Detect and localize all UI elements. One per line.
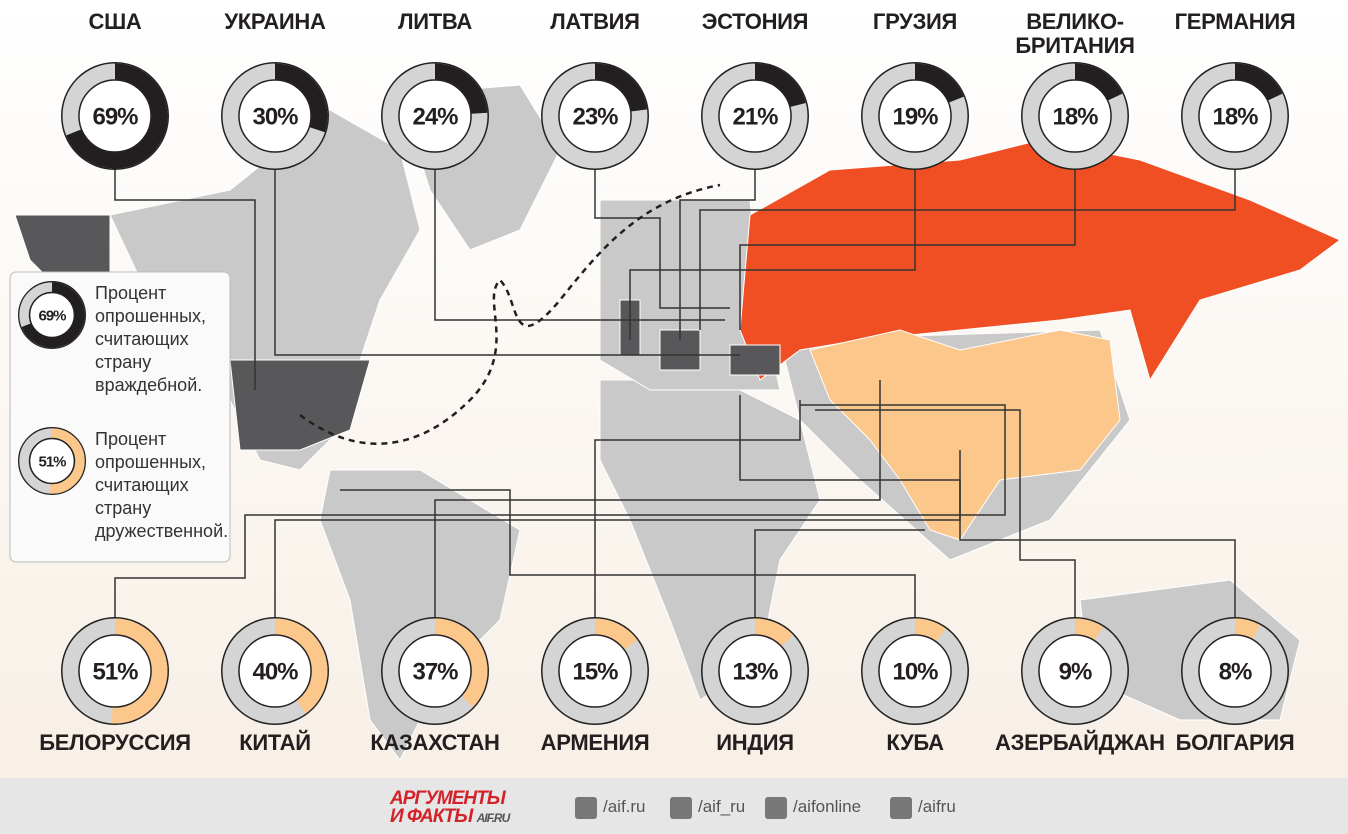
donut-hole (28, 437, 76, 485)
logo: АРГУМЕНТЫ И ФАКТЫ AIF.RU (390, 788, 511, 827)
donut-arc (754, 63, 806, 108)
donut-arc (434, 63, 488, 115)
donut-value: 9% (1059, 659, 1092, 686)
donut-value: 19% (892, 104, 938, 131)
social-icons (575, 797, 912, 819)
donut-arc (914, 618, 946, 642)
country-name: ИНДИЯ (716, 730, 794, 755)
donut-value: 51% (38, 453, 66, 470)
donut-arc (434, 618, 488, 707)
donut-hole (398, 634, 472, 708)
donut-value: 37% (412, 659, 458, 686)
donut-value: 8% (1219, 659, 1252, 686)
social-link[interactable]: /aifru (918, 797, 956, 816)
friendly-countries (809, 329, 1121, 541)
country-name: ВЕЛИКО-БРИТАНИЯ (1015, 9, 1135, 58)
country-name: БОЛГАРИЯ (1175, 730, 1295, 755)
donut-hole (558, 634, 632, 708)
donut-arc (754, 618, 794, 647)
country-name: ГЕРМАНИЯ (1174, 9, 1296, 34)
country-name: АЗЕРБАЙДЖАН (995, 730, 1165, 755)
donut-value: 21% (732, 104, 778, 131)
country-name: БЕЛОРУССИЯ (39, 730, 191, 755)
donut-hole (1198, 79, 1272, 153)
logo-site: AIF.RU (476, 811, 511, 825)
donut-value: 24% (412, 104, 458, 131)
donut-arc (274, 618, 328, 714)
donut-hole (398, 79, 472, 153)
missile-path (299, 183, 721, 445)
donut-hole (1038, 79, 1112, 153)
donut-hole (878, 634, 952, 708)
donut-arc (1074, 618, 1104, 641)
country-name: ЭСТОНИЯ (701, 9, 809, 34)
donut-arc (21, 282, 85, 348)
donut-value: 10% (892, 659, 938, 686)
social-link[interactable]: /aif.ru (603, 797, 646, 816)
social-link[interactable]: /aif_ru (698, 797, 746, 816)
social-link[interactable]: /aifonline (793, 797, 862, 816)
donut-value: 18% (1052, 104, 1098, 131)
donut-arc (1234, 618, 1261, 640)
country-name: ЛАТВИЯ (550, 9, 640, 34)
donut-hole (718, 634, 792, 708)
donut-hole (878, 79, 952, 153)
donut-hole (238, 634, 312, 708)
donut-hole (238, 79, 312, 153)
logo-top: АРГУМЕНТЫ (390, 788, 506, 809)
donut-value: 23% (572, 104, 618, 131)
country-name: КУБА (886, 730, 944, 755)
country-name: США (88, 9, 142, 34)
connectors (114, 168, 1236, 620)
country-name: УКРАИНА (224, 9, 326, 34)
donut-hole (718, 79, 792, 153)
donut-arc (1234, 63, 1283, 101)
country-name: АРМЕНИЯ (540, 730, 650, 755)
donut-hole (558, 79, 632, 153)
legend-text: Процент опрошенных, считающих страну вра… (95, 283, 207, 395)
donut-value: 69% (92, 104, 138, 131)
donut-value: 40% (252, 659, 298, 686)
donut-hole (78, 79, 152, 153)
donut-value: 18% (1212, 104, 1258, 131)
donut-hole (28, 291, 76, 339)
donut-hole (1038, 634, 1112, 708)
donut-value: 51% (92, 659, 138, 686)
donut-arc (66, 63, 168, 169)
country-name: ГРУЗИЯ (872, 9, 958, 34)
donut-arc (594, 618, 638, 650)
donut-arc (1074, 63, 1123, 101)
donut-value: 13% (732, 659, 778, 686)
donut-arc (111, 618, 168, 724)
donut-value: 69% (38, 307, 66, 324)
russia (739, 139, 1341, 382)
logo-bottom: И ФАКТЫ (390, 806, 473, 827)
legend-text: Процент опрошенных, считающих страну дру… (95, 429, 229, 541)
donut-arc (914, 63, 964, 103)
donut-value: 15% (572, 659, 618, 686)
donut-hole (78, 634, 152, 708)
donut-value: 30% (252, 104, 298, 131)
country-name: ЛИТВА (398, 9, 472, 34)
country-name: КАЗАХСТАН (370, 730, 500, 755)
donut-arc (49, 428, 85, 494)
donut-arc (594, 63, 648, 112)
donut-arc (274, 63, 328, 133)
country-name: КИТАЙ (239, 730, 311, 755)
donut-hole (1198, 634, 1272, 708)
